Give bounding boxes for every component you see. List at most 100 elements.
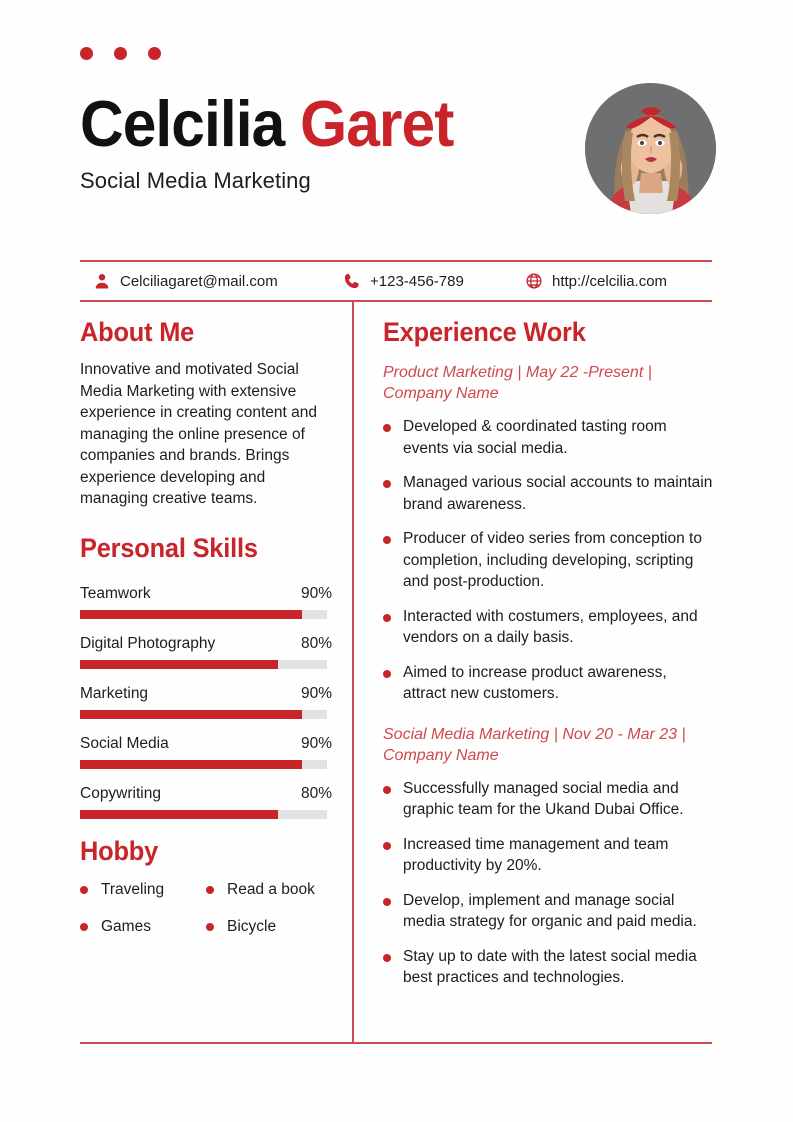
list-item: Aimed to increase product awareness, att…	[383, 662, 713, 705]
list-item: Producer of video series from conception…	[383, 528, 713, 593]
skill-item: Digital Photography 80%	[80, 635, 332, 669]
list-item: Interacted with costumers, employees, an…	[383, 606, 713, 649]
skill-progress-track	[80, 609, 327, 619]
list-item: Games	[80, 918, 206, 936]
last-name: Garet	[300, 87, 454, 160]
bullet-text: Develop, implement and manage social med…	[403, 891, 697, 931]
skill-progress-fill	[80, 759, 303, 769]
list-item: Developed & coordinated tasting room eve…	[383, 416, 713, 459]
bullet-dot-icon	[383, 669, 391, 678]
bullet-dot-icon	[383, 953, 391, 962]
bullet-dot-icon	[383, 424, 391, 432]
bullet-text: Stay up to date with the latest social m…	[403, 947, 697, 987]
skill-progress-track	[80, 809, 327, 819]
skill-progress-fill	[80, 709, 303, 719]
bullet-dot-icon	[383, 480, 391, 488]
hobby-list: Traveling Read a book Games Bicycle	[80, 881, 332, 936]
experience-section-title: Experience Work	[383, 317, 586, 347]
divider-top	[80, 260, 712, 262]
bullet-text: Developed & coordinated tasting room eve…	[403, 418, 667, 457]
dot-icon	[148, 47, 161, 60]
left-column: About Me Innovative and motivated Social…	[80, 316, 332, 936]
bullet-text: Increased time management and team produ…	[403, 835, 669, 875]
experience-bullets: Developed & coordinated tasting room eve…	[383, 416, 713, 705]
portrait-photo-icon	[585, 83, 716, 214]
divider-bottom	[80, 1042, 712, 1044]
right-column: Experience Work Product Marketing | May …	[383, 316, 713, 1002]
page-title: Celcilia Garet	[80, 88, 671, 160]
hobby-label: Bicycle	[227, 917, 277, 935]
about-section-title: About Me	[80, 317, 195, 347]
skill-label: Digital Photography	[80, 634, 216, 652]
skill-progress-fill	[80, 809, 278, 819]
bullet-dot-icon	[383, 613, 391, 622]
bullet-dot-icon	[383, 785, 391, 794]
contact-email[interactable]: Celciliagaret@mail.com	[80, 272, 343, 290]
list-item: Traveling	[80, 881, 206, 899]
avatar	[585, 83, 716, 214]
decorative-dots	[80, 47, 161, 60]
divider-vertical	[352, 300, 354, 1043]
skill-value: 80%	[300, 634, 332, 652]
hobby-label: Read a book	[227, 880, 315, 898]
bullet-text: Managed various social accounts to maint…	[403, 474, 713, 513]
contact-phone-label: +123-456-789	[370, 272, 464, 290]
list-item: Managed various social accounts to maint…	[383, 472, 713, 515]
bullet-dot-icon	[383, 897, 391, 906]
divider-contact-bottom	[80, 300, 712, 302]
bullet-dot-icon	[80, 922, 88, 931]
bullet-dot-icon	[206, 885, 214, 894]
bullet-dot-icon	[383, 841, 391, 850]
contact-website-label: http://celcilia.com	[552, 272, 668, 290]
bullet-text: Interacted with costumers, employees, an…	[403, 607, 698, 647]
bullet-text: Successfully managed social media and gr…	[403, 779, 684, 819]
bullet-text: Aimed to increase product awareness, att…	[403, 663, 667, 703]
skill-label: Copywriting	[80, 784, 161, 802]
experience-bullets: Successfully managed social media and gr…	[383, 778, 713, 989]
experience-entry: Social Media Marketing | Nov 20 - Mar 23…	[383, 724, 713, 989]
contact-bar: Celciliagaret@mail.com +123-456-789 http…	[80, 262, 712, 300]
contact-phone[interactable]: +123-456-789	[343, 272, 525, 290]
skills-section-title: Personal Skills	[80, 532, 258, 563]
person-icon	[93, 272, 111, 290]
hobby-label: Traveling	[101, 880, 165, 898]
globe-icon	[525, 272, 543, 290]
skill-value: 90%	[300, 684, 332, 702]
about-text: Innovative and motivated Social Media Ma…	[80, 361, 317, 507]
contact-email-label: Celciliagaret@mail.com	[120, 272, 278, 290]
skill-value: 90%	[300, 584, 332, 602]
bullet-dot-icon	[383, 536, 391, 544]
first-name: Celcilia	[80, 87, 285, 160]
list-item: Bicycle	[206, 918, 332, 936]
list-item: Read a book	[206, 881, 332, 899]
job-role-subtitle: Social Media Marketing	[80, 168, 311, 193]
skills-list: Teamwork 90% Digital Photography 80%	[80, 585, 332, 819]
skill-progress-fill	[80, 609, 303, 619]
dot-icon	[80, 47, 93, 60]
list-item: Develop, implement and manage social med…	[383, 890, 713, 933]
skill-label: Teamwork	[80, 584, 151, 602]
skill-value: 80%	[300, 784, 332, 802]
bullet-dot-icon	[80, 885, 88, 894]
skill-progress-track	[80, 659, 327, 669]
bullet-dot-icon	[206, 922, 214, 931]
header: Celcilia Garet Social Media Marketing	[80, 83, 716, 223]
skill-item: Teamwork 90%	[80, 585, 332, 619]
skill-progress-track	[80, 759, 327, 769]
hobby-label: Games	[101, 917, 151, 935]
skill-item: Marketing 90%	[80, 685, 332, 719]
list-item: Stay up to date with the latest social m…	[383, 946, 713, 989]
bullet-text: Producer of video series from conception…	[403, 530, 702, 590]
list-item: Successfully managed social media and gr…	[383, 778, 713, 821]
skill-item: Copywriting 80%	[80, 785, 332, 819]
experience-meta: Product Marketing | May 22 -Present | Co…	[383, 364, 652, 402]
skill-value: 90%	[300, 734, 332, 752]
experience-meta: Social Media Marketing | Nov 20 - Mar 23…	[383, 725, 686, 764]
dot-icon	[114, 47, 127, 60]
contact-website[interactable]: http://celcilia.com	[525, 272, 712, 290]
experience-entry: Product Marketing | May 22 -Present | Co…	[383, 362, 713, 705]
skill-progress-fill	[80, 659, 278, 669]
hobby-section-title: Hobby	[80, 835, 159, 866]
phone-icon	[343, 272, 361, 290]
